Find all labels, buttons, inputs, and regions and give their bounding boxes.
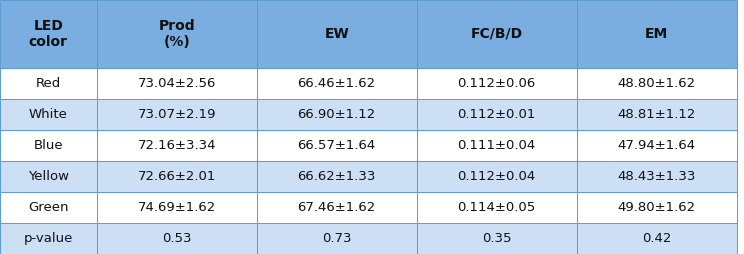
Text: 48.43±1.33: 48.43±1.33 — [618, 170, 696, 183]
Bar — [577, 192, 737, 223]
Text: 48.81±1.12: 48.81±1.12 — [618, 108, 696, 121]
Bar — [0, 192, 97, 223]
Bar — [577, 223, 737, 254]
Text: 0.114±0.05: 0.114±0.05 — [458, 201, 536, 214]
Bar — [257, 223, 417, 254]
Text: 48.80±1.62: 48.80±1.62 — [618, 76, 696, 90]
Bar — [257, 68, 417, 99]
Text: 49.80±1.62: 49.80±1.62 — [618, 201, 696, 214]
Bar — [417, 223, 577, 254]
Text: 73.07±2.19: 73.07±2.19 — [138, 108, 216, 121]
Text: White: White — [29, 108, 68, 121]
Bar — [257, 161, 417, 192]
Bar — [417, 130, 577, 161]
Text: LED
color: LED color — [29, 19, 68, 49]
Bar — [417, 68, 577, 99]
Text: 0.42: 0.42 — [642, 232, 671, 245]
Text: 0.111±0.04: 0.111±0.04 — [458, 139, 536, 152]
Text: EW: EW — [324, 27, 349, 41]
Bar — [0, 161, 97, 192]
Text: 0.73: 0.73 — [322, 232, 351, 245]
Bar — [0, 130, 97, 161]
Text: 0.53: 0.53 — [162, 232, 191, 245]
Text: p-value: p-value — [24, 232, 73, 245]
Bar — [97, 161, 257, 192]
Text: EM: EM — [645, 27, 668, 41]
Text: 0.112±0.04: 0.112±0.04 — [458, 170, 536, 183]
Text: 72.66±2.01: 72.66±2.01 — [138, 170, 216, 183]
Text: Prod
(%): Prod (%) — [158, 19, 195, 49]
Bar — [97, 192, 257, 223]
Text: 0.112±0.01: 0.112±0.01 — [458, 108, 536, 121]
Bar — [0, 99, 97, 130]
Bar — [577, 68, 737, 99]
Bar — [0, 0, 97, 68]
Bar — [577, 0, 737, 68]
Bar — [0, 68, 97, 99]
Bar — [97, 68, 257, 99]
Text: Red: Red — [36, 76, 61, 90]
Text: Yellow: Yellow — [28, 170, 69, 183]
Bar — [577, 130, 737, 161]
Bar — [97, 0, 257, 68]
Text: 66.57±1.64: 66.57±1.64 — [298, 139, 376, 152]
Text: 66.90±1.12: 66.90±1.12 — [298, 108, 376, 121]
Bar — [417, 192, 577, 223]
Text: 47.94±1.64: 47.94±1.64 — [618, 139, 696, 152]
Bar — [257, 192, 417, 223]
Text: 66.46±1.62: 66.46±1.62 — [298, 76, 376, 90]
Bar — [0, 223, 97, 254]
Text: 0.35: 0.35 — [482, 232, 511, 245]
Bar — [417, 0, 577, 68]
Text: 74.69±1.62: 74.69±1.62 — [138, 201, 216, 214]
Bar — [257, 130, 417, 161]
Text: Blue: Blue — [33, 139, 63, 152]
Text: 66.62±1.33: 66.62±1.33 — [298, 170, 376, 183]
Text: 73.04±2.56: 73.04±2.56 — [138, 76, 216, 90]
Text: Green: Green — [28, 201, 68, 214]
Bar — [577, 161, 737, 192]
Text: 67.46±1.62: 67.46±1.62 — [298, 201, 376, 214]
Bar — [417, 99, 577, 130]
Bar — [257, 99, 417, 130]
Bar — [257, 0, 417, 68]
Text: 72.16±3.34: 72.16±3.34 — [138, 139, 216, 152]
Bar — [97, 223, 257, 254]
Text: 0.112±0.06: 0.112±0.06 — [458, 76, 536, 90]
Bar — [97, 130, 257, 161]
Bar — [417, 161, 577, 192]
Text: FC/B/D: FC/B/D — [470, 27, 523, 41]
Bar — [97, 99, 257, 130]
Bar — [577, 99, 737, 130]
